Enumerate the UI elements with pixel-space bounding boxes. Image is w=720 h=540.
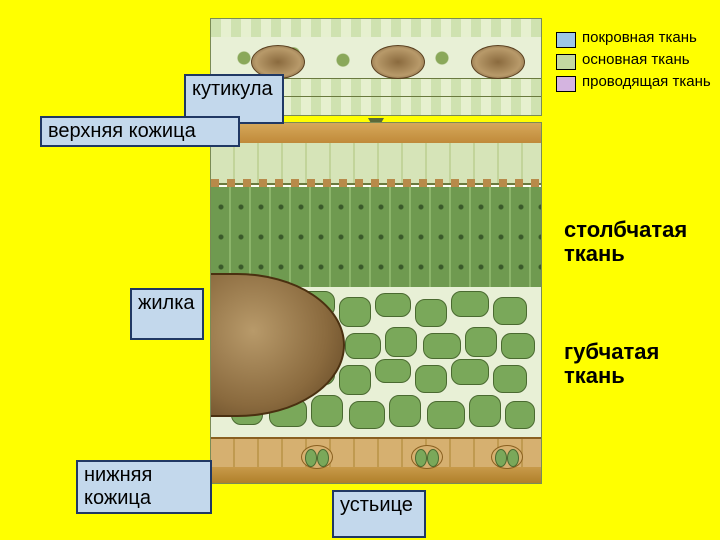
spongy-cell [339, 365, 371, 395]
spongy-cell [415, 299, 447, 327]
spongy-cell [375, 359, 411, 383]
label-lower-epidermis: нижняя кожица [76, 460, 212, 514]
legend-swatch-vascular [556, 76, 576, 92]
spongy-cell [311, 395, 343, 427]
stoma [301, 445, 333, 469]
stoma [411, 445, 443, 469]
spongy-cell [427, 401, 465, 429]
label-stomata: устьице [332, 490, 426, 538]
top-vein [371, 45, 425, 79]
spongy-cell [415, 365, 447, 393]
spongy-cell [451, 359, 489, 385]
spongy-cell [339, 297, 371, 327]
spongy-cell [345, 333, 381, 359]
leaf-main-cross-section [210, 122, 542, 484]
legend-text-cover: покровная ткань [582, 30, 712, 46]
spongy-cell [375, 293, 411, 317]
layer-cuticle [211, 123, 541, 145]
label-palisade: столбчатая ткань [564, 218, 694, 266]
spongy-cell [505, 401, 535, 429]
label-vein-label: жилка [130, 288, 204, 340]
layer-palisade-tissue [211, 187, 541, 289]
top-vein [471, 45, 525, 79]
top-strip-upper-epidermis [211, 19, 541, 38]
legend-swatch-ground [556, 54, 576, 70]
spongy-cell [493, 297, 527, 325]
legend-text-ground: основная ткань [582, 52, 712, 68]
spongy-cell [423, 333, 461, 359]
legend-text-vascular: проводящая ткань [582, 74, 712, 90]
stoma [491, 445, 523, 469]
layer-lower-cuticle [211, 467, 541, 483]
spongy-cell [501, 333, 535, 359]
layer-upper-epidermis [211, 143, 541, 185]
spongy-cell [469, 395, 501, 427]
spongy-cell [349, 401, 385, 429]
label-spongy: губчатая ткань [564, 340, 684, 388]
spongy-cell [465, 327, 497, 357]
spongy-cell [493, 365, 527, 393]
spongy-cell [385, 327, 417, 357]
spongy-cell [389, 395, 421, 427]
label-upper-epidermis: верхняя кожица [40, 116, 240, 147]
stage: кутикулаверхняя кожицажилканижняя кожица… [0, 0, 720, 540]
legend-swatch-cover [556, 32, 576, 48]
spongy-cell [451, 291, 489, 317]
